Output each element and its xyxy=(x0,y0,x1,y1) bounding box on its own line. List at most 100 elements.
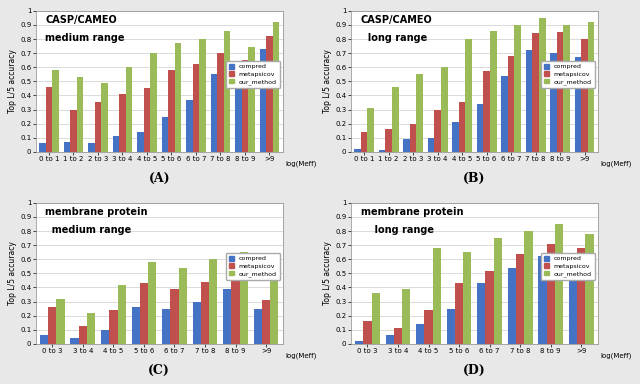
Bar xyxy=(486,270,493,344)
Bar xyxy=(555,224,563,344)
Bar xyxy=(441,67,447,152)
Bar xyxy=(109,310,118,344)
Bar xyxy=(262,300,270,344)
Bar xyxy=(148,262,156,344)
Text: log(Meff): log(Meff) xyxy=(600,352,632,359)
Text: (A): (A) xyxy=(148,172,170,185)
Bar xyxy=(217,53,224,152)
Bar xyxy=(508,268,516,344)
Bar xyxy=(242,60,248,152)
Bar xyxy=(575,57,581,152)
Bar xyxy=(515,25,521,152)
Bar xyxy=(126,67,132,152)
Bar xyxy=(417,74,423,152)
Bar xyxy=(209,259,218,344)
Bar xyxy=(87,313,95,344)
Bar xyxy=(524,231,532,344)
Bar xyxy=(361,132,367,152)
Bar xyxy=(113,136,119,152)
Bar xyxy=(52,70,59,152)
Text: long range: long range xyxy=(360,225,433,235)
Bar xyxy=(490,31,497,152)
Bar xyxy=(525,50,532,152)
Bar xyxy=(569,257,577,344)
Bar xyxy=(40,335,48,344)
Text: long range: long range xyxy=(360,33,427,43)
Legend: compred, metapsicov, our_method: compred, metapsicov, our_method xyxy=(541,253,595,280)
Bar xyxy=(88,143,95,152)
Bar xyxy=(270,280,278,344)
Text: (B): (B) xyxy=(463,172,486,185)
Bar xyxy=(588,22,595,152)
Bar xyxy=(77,77,83,152)
Bar xyxy=(493,238,502,344)
Bar xyxy=(137,132,143,152)
Bar xyxy=(95,103,101,152)
Y-axis label: Top L/5 accuracy: Top L/5 accuracy xyxy=(8,242,17,305)
Bar xyxy=(463,252,472,344)
Bar xyxy=(410,124,417,152)
Bar xyxy=(428,138,435,152)
Bar xyxy=(465,39,472,152)
Bar xyxy=(70,338,79,344)
Bar xyxy=(132,307,140,344)
Text: CASP/CAMEO: CASP/CAMEO xyxy=(45,15,117,25)
Bar xyxy=(364,321,372,344)
Bar xyxy=(557,32,563,152)
Bar xyxy=(150,53,157,152)
Bar xyxy=(394,328,402,344)
Bar xyxy=(170,289,179,344)
Legend: compred, metapsicov, our_method: compred, metapsicov, our_method xyxy=(225,253,280,280)
Bar xyxy=(56,299,65,344)
Bar xyxy=(175,43,181,152)
Bar xyxy=(433,248,441,344)
Bar xyxy=(452,122,459,152)
Bar xyxy=(143,88,150,152)
Bar xyxy=(586,234,594,344)
Bar xyxy=(223,289,232,344)
Bar xyxy=(162,309,170,344)
Bar xyxy=(101,330,109,344)
Bar xyxy=(101,83,108,152)
Bar xyxy=(447,309,455,344)
Y-axis label: Top L/5 accuracy: Top L/5 accuracy xyxy=(8,50,17,113)
Bar xyxy=(48,307,56,344)
Bar xyxy=(508,56,515,152)
Text: log(Meff): log(Meff) xyxy=(285,352,317,359)
Bar xyxy=(266,36,273,152)
Bar xyxy=(477,283,486,344)
Bar xyxy=(455,283,463,344)
Legend: compred, metapsicov, our_method: compred, metapsicov, our_method xyxy=(225,61,280,88)
Bar xyxy=(168,70,175,152)
Text: log(Meff): log(Meff) xyxy=(600,160,632,167)
Bar xyxy=(516,253,524,344)
Bar xyxy=(483,71,490,152)
Bar xyxy=(392,87,399,152)
Bar xyxy=(45,87,52,152)
Text: (C): (C) xyxy=(148,364,170,377)
Bar xyxy=(501,76,508,152)
Bar xyxy=(232,270,240,344)
Bar xyxy=(581,39,588,152)
Bar xyxy=(367,108,374,152)
Bar xyxy=(240,252,248,344)
Text: membrane protein: membrane protein xyxy=(45,207,148,217)
Bar xyxy=(259,49,266,152)
Bar xyxy=(547,244,555,344)
Bar xyxy=(193,301,201,344)
Bar xyxy=(477,104,483,152)
Text: (D): (D) xyxy=(463,364,486,377)
Bar xyxy=(273,22,279,152)
Bar xyxy=(385,129,392,152)
Bar xyxy=(79,326,87,344)
Text: CASP/CAMEO: CASP/CAMEO xyxy=(360,15,432,25)
Bar xyxy=(577,248,586,344)
Bar xyxy=(70,109,77,152)
Bar xyxy=(403,139,410,152)
Bar xyxy=(224,31,230,152)
Bar xyxy=(563,25,570,152)
Bar xyxy=(201,282,209,344)
Bar xyxy=(211,74,217,152)
Bar xyxy=(63,142,70,152)
Bar xyxy=(550,53,557,152)
